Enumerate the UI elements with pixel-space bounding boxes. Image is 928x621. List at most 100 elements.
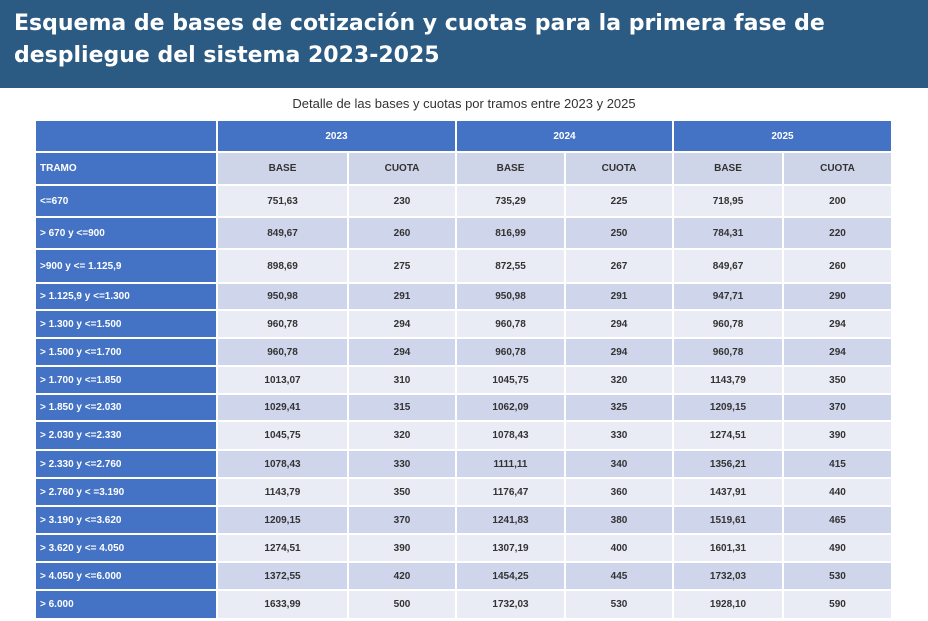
cuota-cell: 370 [784,395,891,420]
table-row: > 4.050 y <=6.000 1372,55 420 1454,25 445 173… [36,563,891,589]
base-cell: 1274,51 [674,422,782,449]
cuota-cell: 380 [566,507,672,533]
cuota-cell: 200 [784,186,891,216]
base-cell: 1013,07 [218,367,347,393]
tramo-cell: > 670 y <=900 [36,218,216,248]
base-cell: 898,69 [218,250,347,282]
tramo-cell: > 1.700 y <=1.850 [36,367,216,393]
base-cell: 735,29 [457,186,564,216]
cuota-cell: 390 [349,535,455,561]
base-cell: 1307,19 [457,535,564,561]
cuota-cell: 267 [566,250,672,282]
year-header: 2023 [218,121,455,151]
base-cell: 1176,47 [457,479,564,505]
cuota-cell: 530 [566,591,672,618]
cuota-cell: 225 [566,186,672,216]
tramo-cell: > 1.300 y <=1.500 [36,311,216,337]
base-cell: 1372,55 [218,563,347,589]
base-cell: 1633,99 [218,591,347,618]
cuota-cell: 325 [566,395,672,420]
cuota-cell: 420 [349,563,455,589]
cuota-cell: 320 [349,422,455,449]
base-cell: 1454,25 [457,563,564,589]
cuota-cell: 315 [349,395,455,420]
base-cell: 950,98 [218,284,347,309]
cuota-cell: 275 [349,250,455,282]
base-cell: 1732,03 [674,563,782,589]
base-cell: 960,78 [457,311,564,337]
base-cell: 1437,91 [674,479,782,505]
base-cell: 1111,11 [457,451,564,477]
table-row: <=670 751,63 230 735,29 225 718,95 200 [36,186,891,216]
cuota-cell: 500 [349,591,455,618]
cuota-cell: 390 [784,422,891,449]
cuota-cell: 230 [349,186,455,216]
tramo-cell: >900 y <= 1.125,9 [36,250,216,282]
empty-header-cell [36,121,216,151]
bases-cuotas-table: 2023 2024 2025 TRAMO BASE CUOTA BASE CUO… [34,119,893,620]
tramo-cell: > 6.000 [36,591,216,618]
table-row: > 670 y <=900 849,67 260 816,99 250 784,31 220 [36,218,891,248]
column-header: CUOTA [784,153,891,184]
cuota-cell: 350 [349,479,455,505]
cuota-cell: 330 [566,422,672,449]
table-row: > 1.125,9 y <=1.300 950,98 291 950,98 291 947… [36,284,891,309]
base-cell: 784,31 [674,218,782,248]
tramo-cell: > 4.050 y <=6.000 [36,563,216,589]
base-cell: 1062,09 [457,395,564,420]
base-cell: 1029,41 [218,395,347,420]
cuota-cell: 490 [784,535,891,561]
cuota-cell: 294 [784,311,891,337]
cuota-cell: 330 [349,451,455,477]
cuota-cell: 445 [566,563,672,589]
title-banner: Esquema de bases de cotización y cuotas … [0,0,928,88]
table-row: > 6.000 1633,99 500 1732,03 530 1928,10 590 [36,591,891,618]
base-cell: 950,98 [457,284,564,309]
year-header: 2024 [457,121,672,151]
cuota-cell: 294 [566,311,672,337]
base-cell: 1928,10 [674,591,782,618]
base-cell: 1274,51 [218,535,347,561]
base-cell: 1732,03 [457,591,564,618]
base-cell: 1601,31 [674,535,782,561]
base-cell: 1045,75 [457,367,564,393]
tramo-cell: <=670 [36,186,216,216]
base-cell: 849,67 [674,250,782,282]
cuota-cell: 291 [349,284,455,309]
cuota-cell: 465 [784,507,891,533]
base-cell: 1356,21 [674,451,782,477]
year-header: 2025 [674,121,891,151]
cuota-cell: 360 [566,479,672,505]
base-cell: 718,95 [674,186,782,216]
table-row: > 2.030 y <=2.330 1045,75 320 1078,43 330 127… [36,422,891,449]
cuota-cell: 320 [566,367,672,393]
base-cell: 849,67 [218,218,347,248]
tramo-cell: > 1.850 y <=2.030 [36,395,216,420]
cuota-cell: 310 [349,367,455,393]
base-cell: 960,78 [218,311,347,337]
table-row: >900 y <= 1.125,9 898,69 275 872,55 267 849,6… [36,250,891,282]
base-cell: 1209,15 [674,395,782,420]
column-header: BASE [674,153,782,184]
base-cell: 816,99 [457,218,564,248]
base-cell: 751,63 [218,186,347,216]
cuota-cell: 294 [349,311,455,337]
column-header-row: TRAMO BASE CUOTA BASE CUOTA BASE CUOTA [36,153,891,184]
tramo-cell: > 1.500 y <=1.700 [36,339,216,365]
table-row: > 2.760 y < =3.190 1143,79 350 1176,47 360 14… [36,479,891,505]
cuota-cell: 350 [784,367,891,393]
cuota-cell: 294 [349,339,455,365]
cuota-cell: 220 [784,218,891,248]
table-row: > 1.300 y <=1.500 960,78 294 960,78 294 960,7… [36,311,891,337]
base-cell: 1519,61 [674,507,782,533]
base-cell: 1209,15 [218,507,347,533]
cuota-cell: 340 [566,451,672,477]
cuota-cell: 260 [784,250,891,282]
column-header: CUOTA [566,153,672,184]
cuota-cell: 590 [784,591,891,618]
table-row: > 1.500 y <=1.700 960,78 294 960,78 294 960,7… [36,339,891,365]
cuota-cell: 250 [566,218,672,248]
base-cell: 1078,43 [457,422,564,449]
table-subtitle: Detalle de las bases y cuotas por tramos… [292,96,636,111]
page-title: Esquema de bases de cotización y cuotas … [14,11,825,68]
